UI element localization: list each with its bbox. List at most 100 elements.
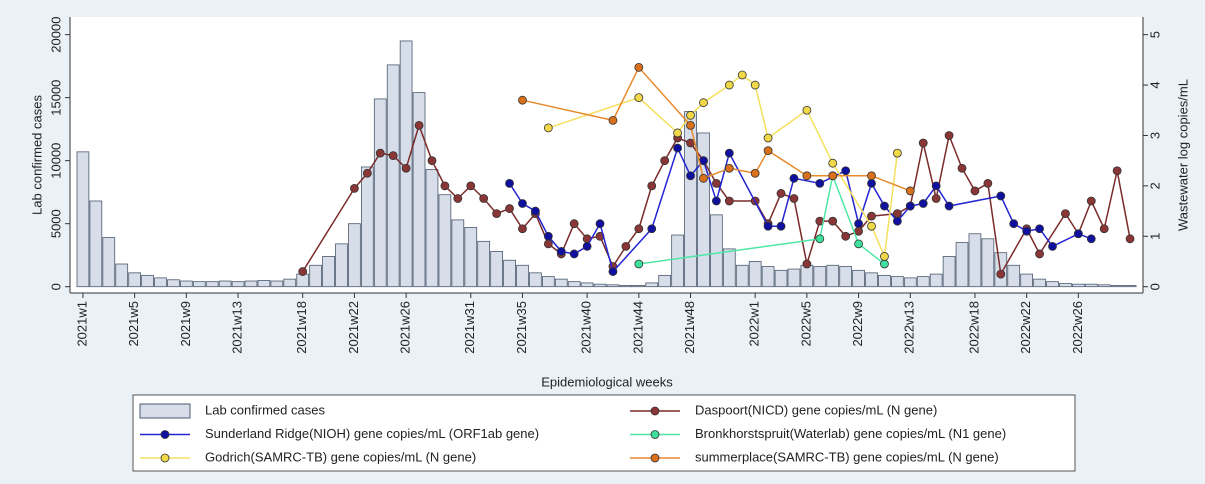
bar <box>619 285 633 288</box>
legend-marker <box>650 453 660 463</box>
x-tick-label: 2022w18 <box>966 301 981 354</box>
series-marker <box>970 186 980 196</box>
series-marker <box>427 156 437 166</box>
series-marker <box>776 221 786 231</box>
series-marker <box>686 110 695 120</box>
x-tick-label: 2021w13 <box>229 301 244 354</box>
bar <box>205 281 219 288</box>
series-marker <box>918 199 928 208</box>
x-tick-label: 2021w22 <box>346 301 361 354</box>
series-marker <box>854 239 863 249</box>
y-tick-label: 0 <box>48 283 63 290</box>
bar <box>438 194 452 288</box>
bar <box>968 233 982 288</box>
bar <box>102 237 116 288</box>
legend-label: summerplace(SAMRC-TB) gene copies/mL (N … <box>695 449 999 464</box>
series-marker <box>556 247 566 256</box>
series-marker <box>686 171 695 181</box>
series-marker <box>931 181 941 191</box>
series-marker <box>841 166 851 176</box>
bar <box>270 280 284 288</box>
bar <box>218 280 232 288</box>
bar <box>425 169 439 288</box>
bar <box>348 223 361 288</box>
series-marker <box>763 221 773 231</box>
series-marker <box>647 181 657 191</box>
x-tick-label: 2021w1 <box>74 301 89 347</box>
series-line <box>302 123 1131 277</box>
series-marker <box>518 199 527 208</box>
bar <box>722 248 736 288</box>
series-marker <box>673 128 683 138</box>
series-marker <box>996 191 1006 201</box>
series-marker <box>724 148 734 158</box>
legend-label: Daspoort(NICD) gene copies/mL (N gene) <box>695 402 937 417</box>
bar <box>1123 285 1137 288</box>
bar <box>490 251 503 288</box>
series-marker <box>763 146 773 155</box>
series-marker <box>543 123 553 133</box>
series-marker <box>401 163 411 173</box>
series-marker <box>518 224 527 234</box>
bar <box>451 219 465 288</box>
series-marker <box>724 196 734 206</box>
bar <box>632 285 646 288</box>
x-tick-label: 2022w5 <box>798 301 813 347</box>
y-tick-label: 5000 <box>48 209 63 238</box>
series-marker <box>880 252 889 261</box>
y-axis-label: Lab confirmed cases <box>29 95 44 215</box>
bar <box>529 272 542 288</box>
y2-tick-label: 0 <box>1147 283 1162 290</box>
legend-label: Lab confirmed cases <box>205 402 325 417</box>
x-tick-label: 2021w18 <box>294 301 309 354</box>
series-marker <box>1035 249 1044 259</box>
bar <box>335 243 348 288</box>
series-marker <box>1009 219 1019 229</box>
legend-label: Godrich(SAMRC-TB) gene copies/mL (N gene… <box>205 449 476 464</box>
series-marker <box>1022 226 1032 236</box>
series-marker <box>543 239 553 249</box>
series-marker <box>1086 196 1096 206</box>
bar <box>360 166 374 288</box>
bar <box>141 274 154 288</box>
series-marker <box>505 178 514 188</box>
y2-tick-label: 4 <box>1147 81 1162 88</box>
series-marker <box>608 115 618 125</box>
y2-tick-label: 3 <box>1147 132 1162 139</box>
x-tick-label: 2021w44 <box>630 301 645 354</box>
bar <box>826 264 840 288</box>
series-marker <box>905 186 915 196</box>
series-marker <box>699 98 708 108</box>
series-marker <box>724 80 734 90</box>
series-marker <box>880 201 889 211</box>
series-marker <box>724 163 734 173</box>
bar <box>1033 278 1046 288</box>
bar <box>386 64 400 288</box>
bar <box>231 281 245 288</box>
bar <box>1046 281 1059 288</box>
series-marker <box>750 80 760 90</box>
bar <box>154 277 167 288</box>
legend-label: Sunderland Ridge(NIOH) gene copies/mL (O… <box>205 426 539 441</box>
y2-tick-label: 1 <box>1147 233 1162 240</box>
series-marker <box>634 224 644 234</box>
series-marker <box>647 224 657 234</box>
legend-swatch <box>139 403 191 419</box>
series-marker <box>518 95 527 105</box>
bar <box>503 259 516 288</box>
y-tick-label: 15000 <box>48 80 63 116</box>
y-tick-label: 20000 <box>48 17 63 53</box>
x-tick-label: 2021w48 <box>682 301 697 354</box>
bar <box>1097 284 1111 288</box>
series-marker <box>944 201 954 211</box>
series-marker <box>828 158 838 168</box>
series-marker <box>996 269 1006 279</box>
bar <box>903 277 917 288</box>
series-marker <box>660 156 670 166</box>
x-tick-label: 2022w26 <box>1070 301 1085 354</box>
y-tick-label: 10000 <box>48 143 63 179</box>
series-marker <box>944 131 954 140</box>
x-tick-label: 2022w22 <box>1018 301 1033 354</box>
series-marker <box>750 168 760 178</box>
bar <box>593 283 607 288</box>
